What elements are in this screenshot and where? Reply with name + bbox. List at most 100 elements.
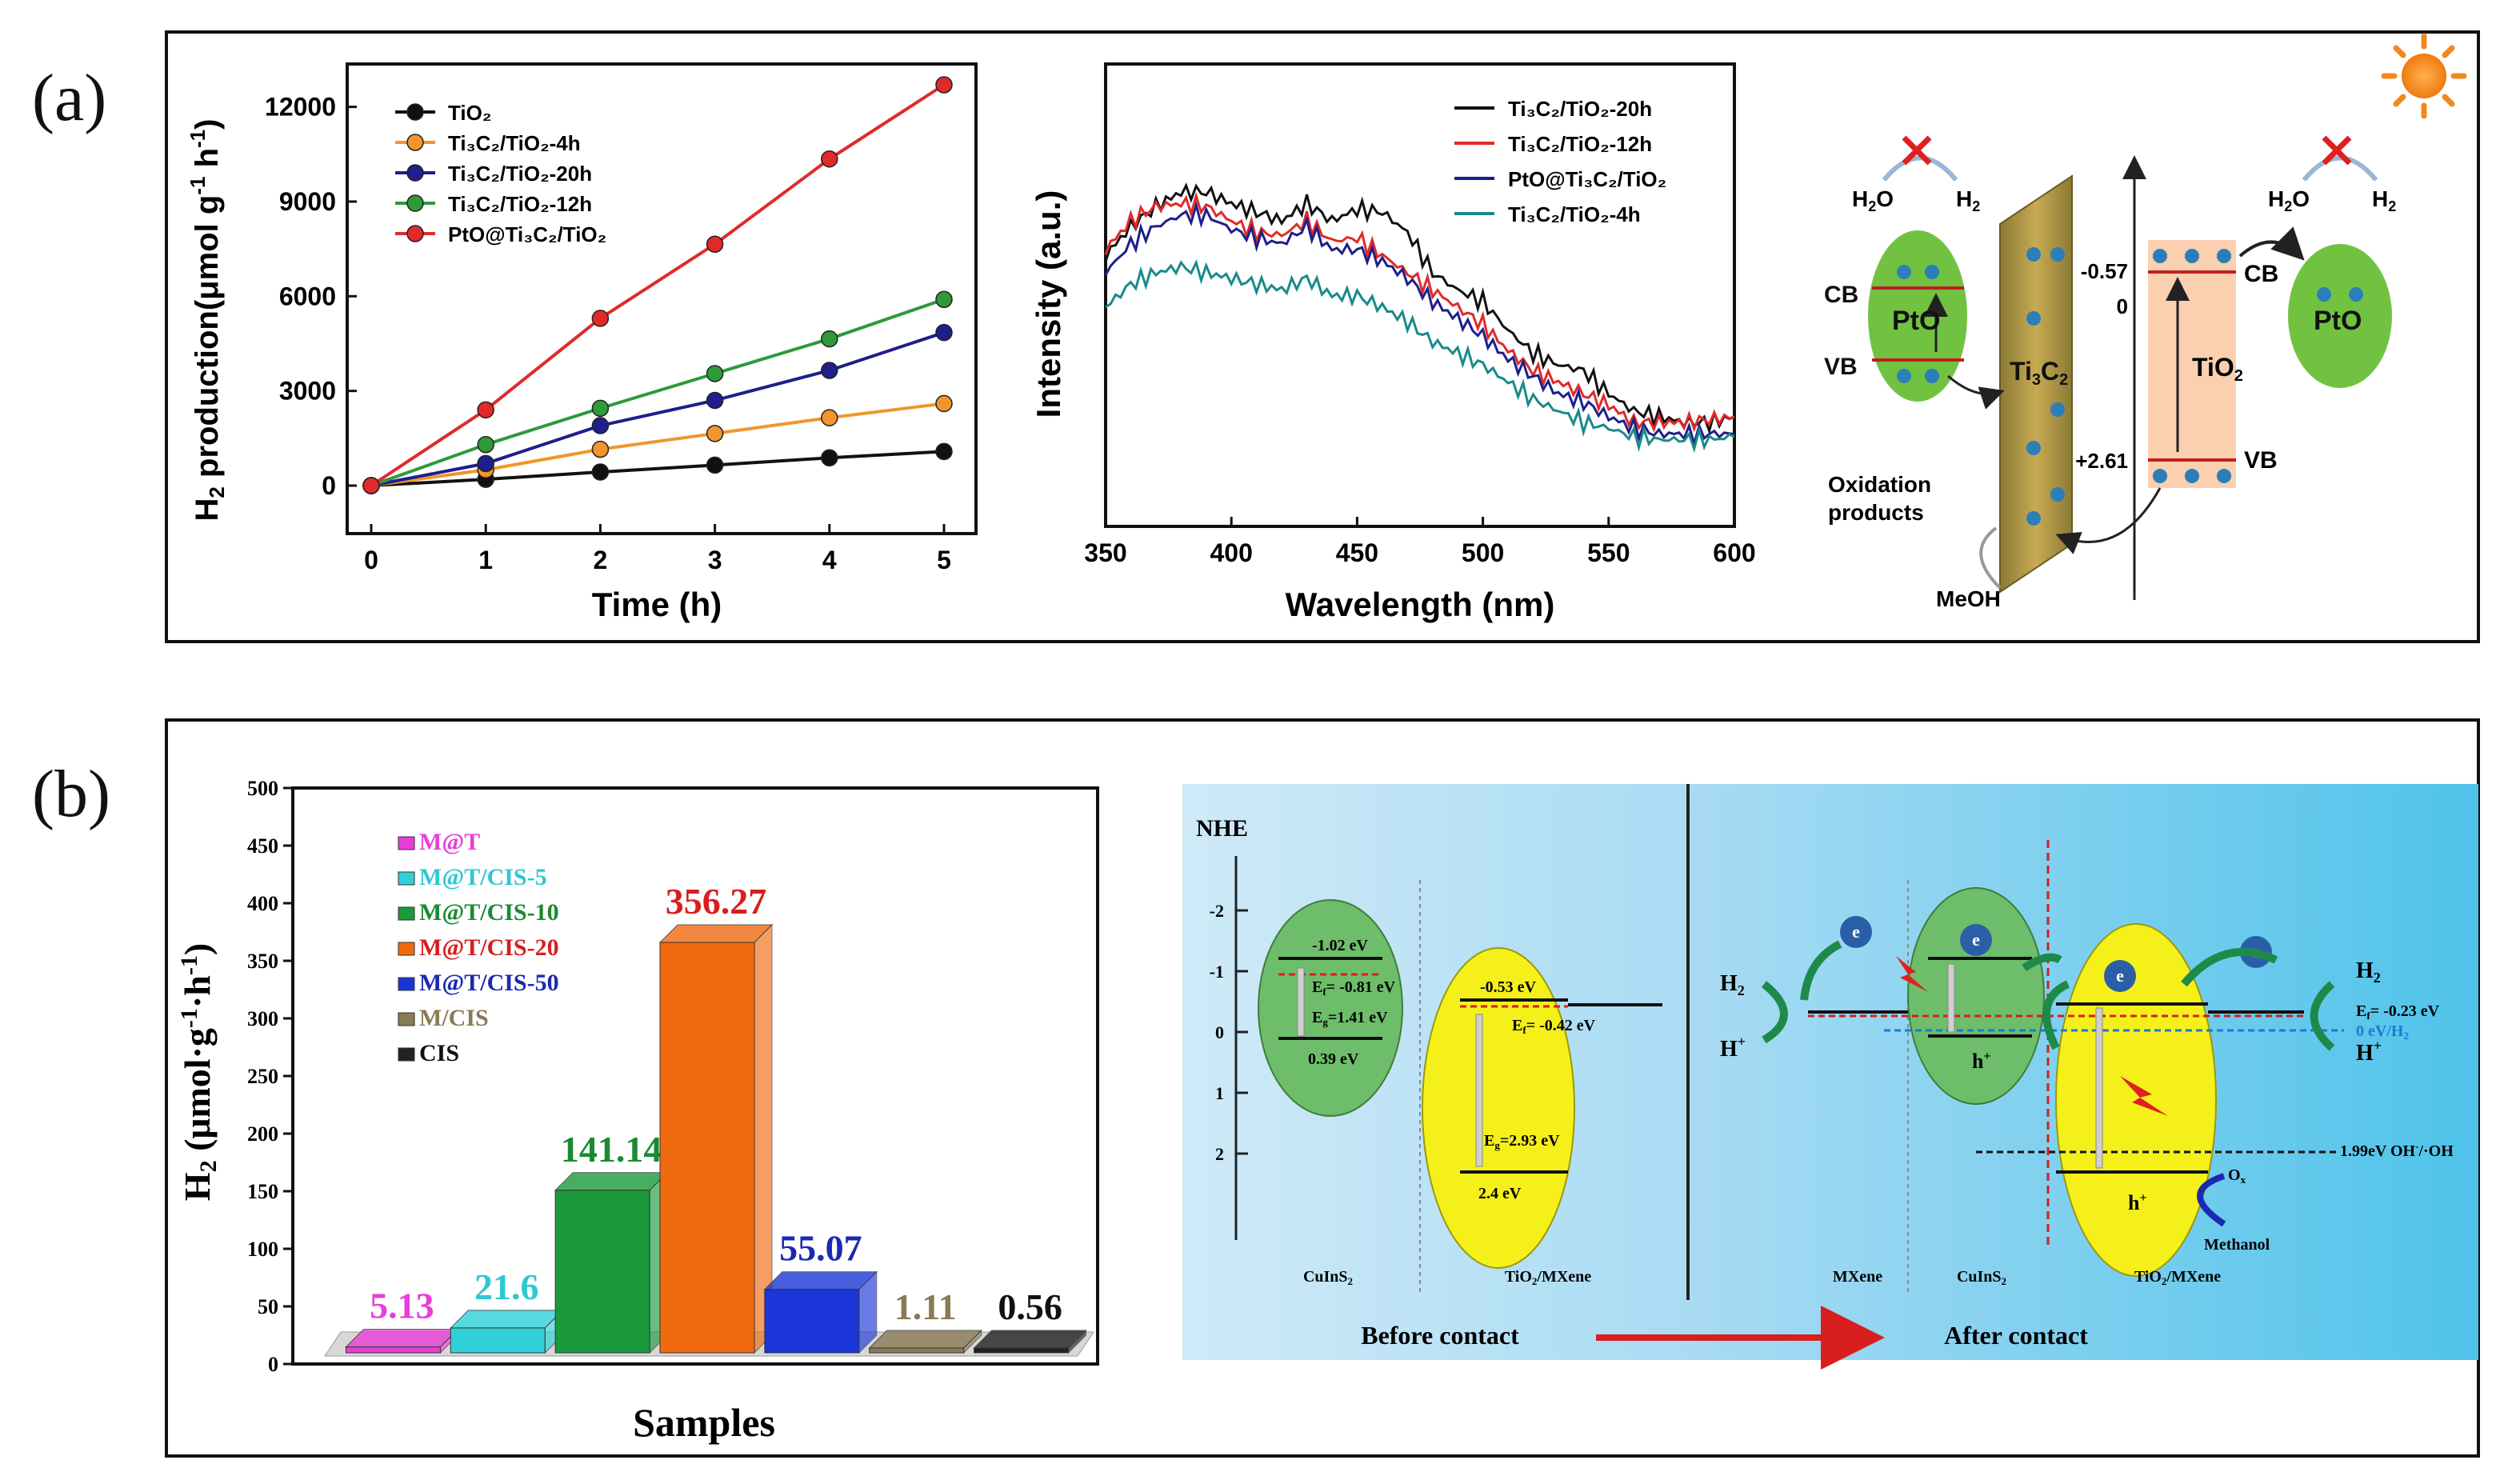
ti3c2-label: Ti3C2 (2010, 357, 2068, 389)
chart1-x-tick-label: 5 (937, 546, 951, 574)
gap-bar-cuins2-after (1947, 963, 1955, 1033)
before-contact-label: Before contact (1361, 1321, 1519, 1350)
chart1-x-tick-label: 1 (478, 546, 493, 574)
chart1-y-tick-label: 3000 (279, 377, 336, 406)
chart2-legend-label: Ti₃C₂/TiO₂-20h (1508, 97, 1652, 121)
chart3-bar (659, 942, 755, 1354)
meoh-arrow (1979, 526, 2002, 590)
chart2-series-line (1105, 258, 1735, 454)
pto-right-ellipse (2288, 244, 2392, 388)
cuins2-vb-value: 0.39 eV (1308, 1050, 1359, 1068)
chart3-y-tick-label: 500 (247, 777, 278, 800)
cross-icon-right (2322, 135, 2352, 166)
electron-bubbles (1840, 916, 2272, 992)
nhe-label: NHE (1196, 815, 1248, 842)
pto-right-label: PtO (2314, 306, 2362, 336)
svg-text:e: e (2116, 966, 2124, 986)
chart2-x-tick-label: 600 (1713, 538, 1755, 567)
chart3-bar-side (1068, 1329, 1087, 1354)
chart3-bar-top (345, 1329, 459, 1348)
hplus-label-left: H+ (1720, 1034, 1746, 1062)
chart2-x-tick-label: 350 (1084, 538, 1126, 567)
chart2-series-line (1104, 200, 1735, 449)
chart3-bar-top (554, 1172, 669, 1191)
chart2-legend-label: Ti₃C₂/TiO₂-4h (1508, 202, 1641, 226)
chart3-bar (345, 1346, 441, 1354)
chart1-series-line (370, 330, 945, 487)
label-mxene-after: MXene (1833, 1268, 1882, 1286)
chart1-data-point (477, 454, 494, 473)
chart3-y-tick-label: 200 (247, 1122, 278, 1146)
chart1-data-point (821, 449, 838, 467)
chart3-bar (869, 1347, 965, 1354)
chart3-value-label: 55.07 (779, 1228, 862, 1269)
cuins2-ef-value: Ef= -0.81 eV (1312, 978, 1396, 998)
electron-transfer-arrow (2238, 226, 2305, 261)
chart3-legend-swatch (398, 836, 415, 850)
nhe-tick-label: 2 (1215, 1144, 1224, 1164)
chart1-data-point (935, 323, 953, 342)
methanol-label: Methanol (2204, 1236, 2270, 1254)
chart1-plot-area (346, 62, 978, 535)
chart1-series-line (370, 402, 945, 487)
svg-text:e: e (1852, 922, 1860, 942)
chart3-bar-top (973, 1330, 1087, 1349)
chart3-value-label: 0.56 (998, 1286, 1062, 1327)
h2-right: H2 (2372, 186, 2396, 214)
chart3-legend-label: M@T (419, 829, 480, 855)
chart3-y-tick-label: 450 (247, 834, 278, 858)
chart3-value-label: 356.27 (666, 881, 767, 922)
tio2-cb-value: -0.53 eV (1480, 978, 1537, 996)
cross-icon-left (1902, 135, 1932, 166)
chart3-legend-swatch (398, 977, 415, 991)
chart1-legend-marker (406, 225, 424, 242)
chart3-y-label: H2 (μmol·g-1·h-1) (176, 943, 222, 1201)
cuins2-mxene-scheme: NHE -2 -1 0 1 2 -1.02 eV Ef= -0.81 eV Eg=1.4… (1182, 784, 2478, 1370)
chart3-y-tick-label: 400 (247, 892, 278, 915)
electron-dots-left (1897, 265, 1939, 383)
chart3-bar-top (450, 1310, 564, 1329)
pto-to-slab-arrow (1947, 374, 2005, 410)
chart3-legend-label: M@T/CIS-20 (419, 934, 559, 961)
tio2-label: TiO2 (2192, 353, 2243, 385)
chart3-value-label: 5.13 (370, 1286, 434, 1326)
zero-ev-label: 0 eV/H2 (2356, 1022, 2409, 1042)
methanol-arrow (2197, 1173, 2226, 1227)
h2-evolution-arrow-left (1761, 981, 1788, 1044)
cb-label-right: CB (2244, 261, 2278, 287)
h2-label-right: H2 (2356, 958, 2381, 986)
chart3-bar (450, 1327, 546, 1354)
chart1-data-point (706, 235, 724, 253)
chart2-y-label: Intensity (a.u.) (1030, 190, 1067, 418)
chart3-legend-label: CIS (419, 1040, 459, 1066)
lightning-icon-cuins2 (1896, 956, 1928, 992)
chart1-legend-label: TiO₂ (448, 101, 491, 125)
electron-arrow-2 (2022, 953, 2062, 972)
panel-label-b: (b) (32, 757, 110, 831)
label-tio2mxene-before: TiO2/MXene (1505, 1268, 1591, 1287)
chart1-x-label: Time (h) (592, 586, 722, 623)
chart3-x-label: Samples (633, 1400, 775, 1445)
h2-evolution-arrow-right (2310, 981, 2335, 1051)
tio2-eg-value: Eg=2.93 eV (1484, 1132, 1560, 1151)
chart1-data-point (591, 399, 610, 418)
cuins2-ellipse-after (1907, 887, 2045, 1105)
chart1-y-tick-label: 6000 (279, 282, 336, 310)
electron-arrow-4 (2042, 980, 2070, 1050)
cuins2-gap-bar (1297, 967, 1305, 1037)
svg-text:e: e (1972, 930, 1980, 950)
chart2-legend-label: Ti₃C₂/TiO₂-12h (1508, 132, 1652, 156)
chart3-legend-swatch (398, 906, 415, 921)
pto-left-label: PtO (1892, 306, 1940, 336)
chart1-legend-marker (406, 194, 424, 212)
chart1-data-point (706, 391, 724, 410)
chart3-y-tick-label: 150 (247, 1180, 278, 1203)
chart1-data-point (591, 417, 610, 434)
chart3-legend-swatch (398, 1012, 415, 1026)
chart3-bar-side (963, 1329, 982, 1354)
chart2-x-tick-label: 450 (1336, 538, 1378, 567)
chart1-data-point (821, 409, 838, 426)
chart1-legend-marker (406, 134, 424, 151)
chart3-bar-top (868, 1330, 982, 1349)
chart3-y-tick-label: 100 (247, 1238, 278, 1261)
